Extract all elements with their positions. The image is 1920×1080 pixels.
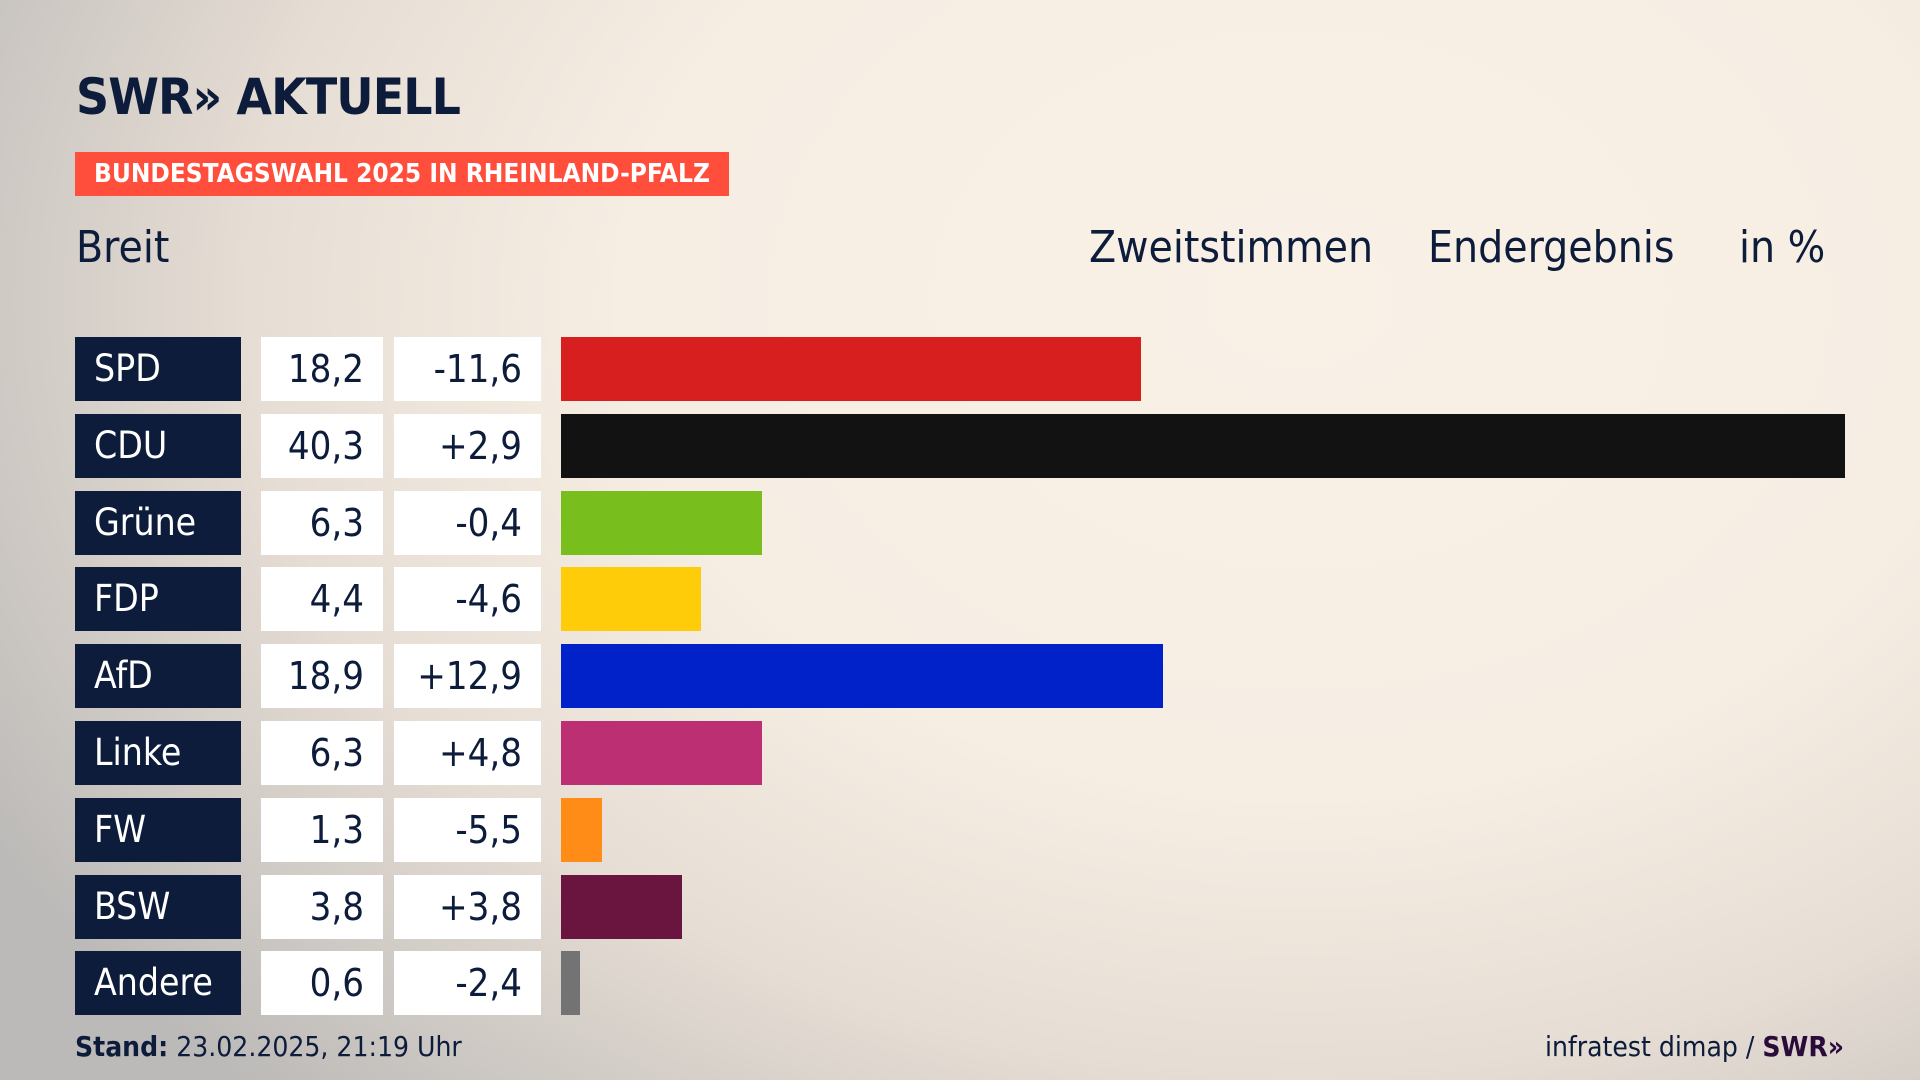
bar-linke [561,721,762,785]
party-label: AfD [75,644,241,709]
party-label: BSW [75,874,241,939]
diff-label: +4,8 [394,721,541,785]
header-unit: in % [1739,222,1826,273]
stand-label: Stand: [75,1030,169,1063]
bar-fdp [561,567,702,632]
bar-fw [561,797,603,862]
timestamp: Stand: 23.02.2025, 21:19 Uhr [75,1030,462,1063]
party-label: CDU [75,413,241,478]
party-label: Grüne [75,490,241,555]
value-label: 3,8 [261,874,383,939]
value-label: 18,2 [261,337,383,401]
value-label: 18,9 [261,644,383,709]
bar-afd [561,644,1164,709]
diff-label: -5,5 [394,797,541,862]
stand-value: 23.02.2025, 21:19 Uhr [176,1030,462,1063]
bar-andere [561,951,581,1016]
diff-label: +3,8 [394,874,541,939]
diff-label: -0,4 [394,490,541,555]
party-label: SPD [75,337,241,401]
election-banner: BUNDESTAGSWAHL 2025 IN RHEINLAND-PFALZ [75,152,729,196]
bar-bsw [561,874,683,939]
swr-aktuell-logo: SWR» AKTUELL [76,68,461,126]
value-label: 6,3 [261,490,383,555]
header-endergebnis: Endergebnis [1428,222,1675,273]
bar-grüne [561,490,762,555]
party-label: FDP [75,567,241,632]
swr-logo-small: SWR» [1762,1030,1844,1063]
bar-cdu [561,413,1845,478]
diff-label: +2,9 [394,413,541,478]
diff-label: -11,6 [394,337,541,401]
party-label: Linke [75,721,241,785]
value-label: 6,3 [261,721,383,785]
bar-spd [561,337,1141,401]
value-label: 0,6 [261,951,383,1016]
value-label: 40,3 [261,413,383,478]
value-label: 4,4 [261,567,383,632]
header-zweitstimmen: Zweitstimmen [1089,222,1374,273]
party-label: Andere [75,951,241,1016]
source-text: infratest dimap / [1544,1030,1755,1063]
diff-label: -4,6 [394,567,541,632]
diff-label: +12,9 [394,644,541,709]
party-label: FW [75,797,241,862]
source: infratest dimap / SWR» [1545,1030,1844,1063]
diff-label: -2,4 [394,951,541,1016]
value-label: 1,3 [261,797,383,862]
constituency-title: Breit [76,222,170,273]
